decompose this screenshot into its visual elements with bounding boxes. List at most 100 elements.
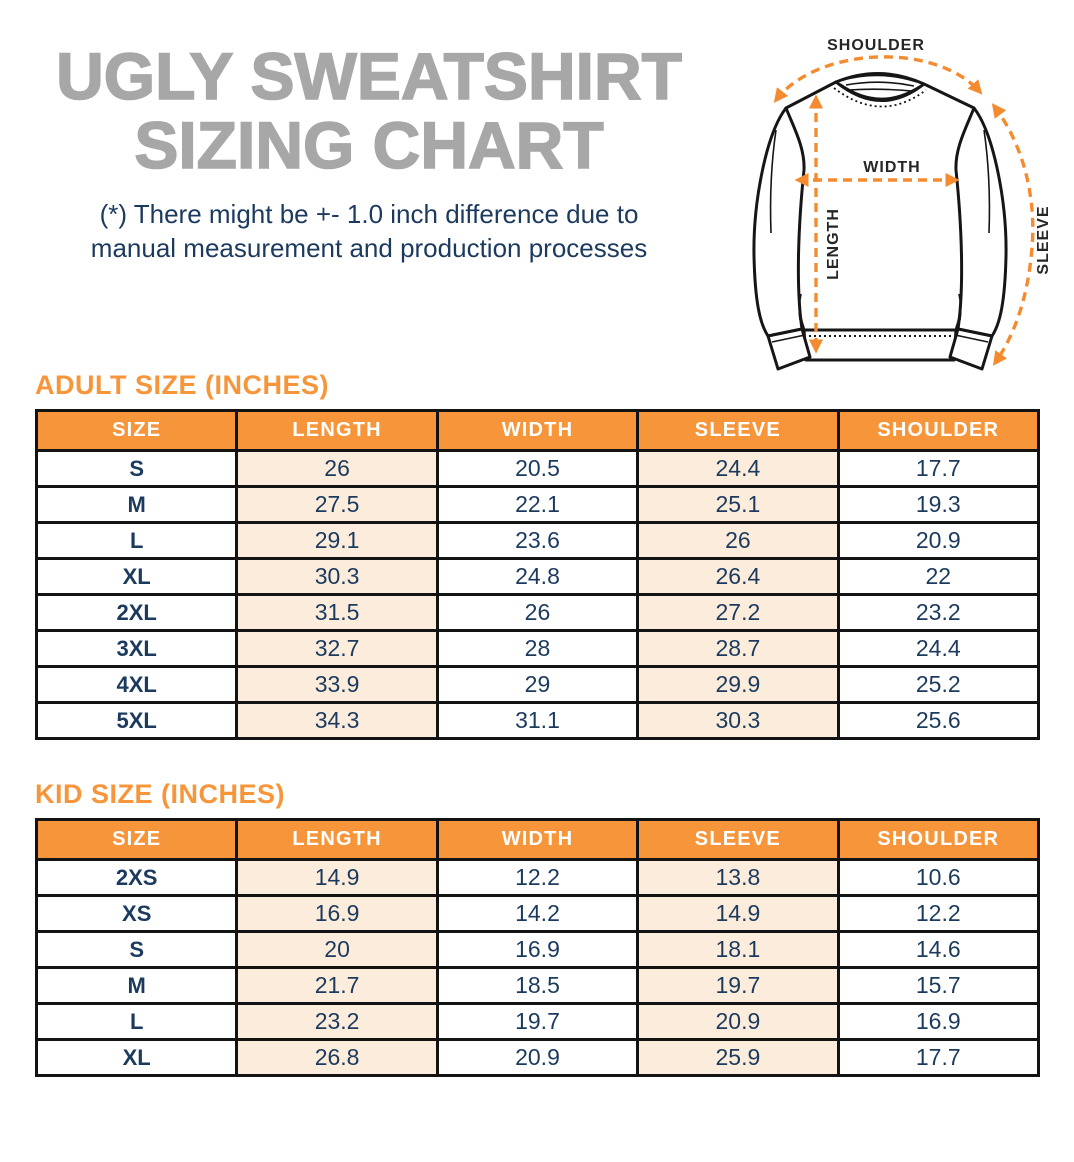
value-cell: 27.2 xyxy=(636,593,840,632)
kid-size-heading: KID SIZE (INCHES) xyxy=(35,779,286,809)
value-cell: 15.7 xyxy=(836,966,1041,1005)
column-header-width: WIDTH xyxy=(435,409,640,452)
sweatshirt-illustration: SHOULDER WIDTH LENGTH SLEEVE xyxy=(752,37,1052,371)
shoulder-arrow xyxy=(773,55,983,103)
table-row: M 21.7 18.5 19.7 15.7 xyxy=(34,966,1041,1005)
column-header-size: SIZE xyxy=(34,818,239,861)
adult-table-head: SIZE LENGTH WIDTH SLEEVE SHOULDER xyxy=(34,409,1041,452)
size-cell: L xyxy=(34,1002,239,1041)
value-cell: 26.8 xyxy=(235,1038,439,1077)
value-cell: 19.7 xyxy=(636,966,840,1005)
disclaimer-line2: manual measurement and production proces… xyxy=(90,232,648,263)
kid-table-body: 2XS 14.9 12.2 13.8 10.6 XS 16.9 14.2 14.9 12.2 S 20… xyxy=(34,858,1041,1077)
left-body-crease xyxy=(798,293,802,321)
page-title-line1: UGLY SWEATSHIRT xyxy=(55,39,682,113)
table-row: 4XL 33.9 29 29.9 25.2 xyxy=(34,665,1041,704)
value-cell: 22.1 xyxy=(435,485,640,524)
value-cell: 30.3 xyxy=(636,701,840,740)
value-cell: 20.9 xyxy=(435,1038,640,1077)
value-cell: 29.9 xyxy=(636,665,840,704)
kid-size-section: KID SIZE (INCHES) SIZE LENGTH WIDTH SLEEVE S… xyxy=(34,779,1041,1077)
value-cell: 25.2 xyxy=(836,665,1041,704)
table-row: XL 26.8 20.9 25.9 17.7 xyxy=(34,1038,1041,1077)
size-cell: 2XL xyxy=(34,593,239,632)
value-cell: 29 xyxy=(435,665,640,704)
right-sleeve xyxy=(954,106,1008,338)
adult-size-heading: ADULT SIZE (INCHES) xyxy=(35,370,329,400)
value-cell: 14.2 xyxy=(435,894,640,933)
table-row: 5XL 34.3 31.1 30.3 25.6 xyxy=(34,701,1041,740)
value-cell: 14.9 xyxy=(636,894,840,933)
value-cell: 21.7 xyxy=(235,966,439,1005)
value-cell: 22 xyxy=(836,557,1041,596)
column-header-length: LENGTH xyxy=(235,818,439,861)
disclaimer-line1: (*) There might be +- 1.0 inch differenc… xyxy=(99,198,639,229)
value-cell: 25.6 xyxy=(836,701,1041,740)
value-cell: 34.3 xyxy=(235,701,439,740)
size-cell: S xyxy=(34,449,239,488)
table-row: 2XL 31.5 26 27.2 23.2 xyxy=(34,593,1041,632)
table-row: XS 16.9 14.2 14.9 12.2 xyxy=(34,894,1041,933)
sweatshirt-body xyxy=(784,80,976,332)
shoulder-measure-label: SHOULDER xyxy=(827,37,925,54)
sleeve-measure-label: SLEEVE xyxy=(1035,205,1052,274)
left-cuff xyxy=(766,327,812,371)
left-sleeve-crease xyxy=(769,129,777,234)
adult-size-section: ADULT SIZE (INCHES) SIZE LENGTH WIDTH SLEEV… xyxy=(34,370,1041,740)
value-cell: 26 xyxy=(235,449,439,488)
size-cell: XL xyxy=(34,1038,239,1077)
value-cell: 20 xyxy=(235,930,439,969)
size-cell: 5XL xyxy=(34,701,239,740)
page-title-line2: SIZING CHART xyxy=(134,108,605,183)
column-header-sleeve: SLEEVE xyxy=(636,409,840,452)
size-cell: XS xyxy=(34,894,239,933)
hem-band xyxy=(802,328,958,362)
value-cell: 23.2 xyxy=(836,593,1041,632)
value-cell: 26 xyxy=(435,593,640,632)
right-cuff-rib xyxy=(954,334,989,343)
table-row: 2XS 14.9 12.2 13.8 10.6 xyxy=(34,858,1041,897)
value-cell: 17.7 xyxy=(836,1038,1041,1077)
size-cell: 4XL xyxy=(34,665,239,704)
value-cell: 19.3 xyxy=(836,485,1041,524)
value-cell: 25.1 xyxy=(636,485,840,524)
value-cell: 14.6 xyxy=(836,930,1041,969)
width-measure-label: WIDTH xyxy=(863,159,920,176)
column-header-width: WIDTH xyxy=(435,818,640,861)
value-cell: 19.7 xyxy=(435,1002,640,1041)
size-cell: S xyxy=(34,930,239,969)
value-cell: 16.9 xyxy=(836,1002,1041,1041)
table-row: L 29.1 23.6 26 20.9 xyxy=(34,521,1041,560)
value-cell: 31.5 xyxy=(235,593,439,632)
header-row: SIZE LENGTH WIDTH SLEEVE SHOULDER xyxy=(34,818,1041,861)
value-cell: 25.9 xyxy=(636,1038,840,1077)
size-cell: M xyxy=(34,485,239,524)
size-cell: L xyxy=(34,521,239,560)
kid-size-table: SIZE LENGTH WIDTH SLEEVE SHOULDER 2XS 14.9 12.… xyxy=(34,818,1041,1077)
right-cuff xyxy=(948,327,994,371)
value-cell: 31.1 xyxy=(435,701,640,740)
value-cell: 12.2 xyxy=(836,894,1041,933)
value-cell: 23.6 xyxy=(435,521,640,560)
value-cell: 26.4 xyxy=(636,557,840,596)
value-cell: 16.9 xyxy=(435,930,640,969)
value-cell: 10.6 xyxy=(836,858,1041,897)
value-cell: 14.9 xyxy=(235,858,439,897)
table-row: S 20 16.9 18.1 14.6 xyxy=(34,930,1041,969)
table-row: XL 30.3 24.8 26.4 22 xyxy=(34,557,1041,596)
adult-table-body: S 26 20.5 24.4 17.7 M 27.5 22.1 25.1 19.3 L 29.1 23.… xyxy=(34,449,1041,740)
disclaimer-text: (*) There might be +- 1.0 inch differenc… xyxy=(0,197,738,266)
value-cell: 30.3 xyxy=(235,557,439,596)
value-cell: 20.9 xyxy=(836,521,1041,560)
column-header-length: LENGTH xyxy=(235,409,439,452)
size-cell: 2XS xyxy=(34,858,239,897)
column-header-shoulder: SHOULDER xyxy=(836,409,1041,452)
value-cell: 18.1 xyxy=(636,930,840,969)
kid-table-head: SIZE LENGTH WIDTH SLEEVE SHOULDER xyxy=(34,818,1041,861)
value-cell: 12.2 xyxy=(435,858,640,897)
value-cell: 16.9 xyxy=(235,894,439,933)
column-header-shoulder: SHOULDER xyxy=(836,818,1041,861)
size-cell: 3XL xyxy=(34,629,239,668)
sleeve-arrow xyxy=(991,103,1035,366)
